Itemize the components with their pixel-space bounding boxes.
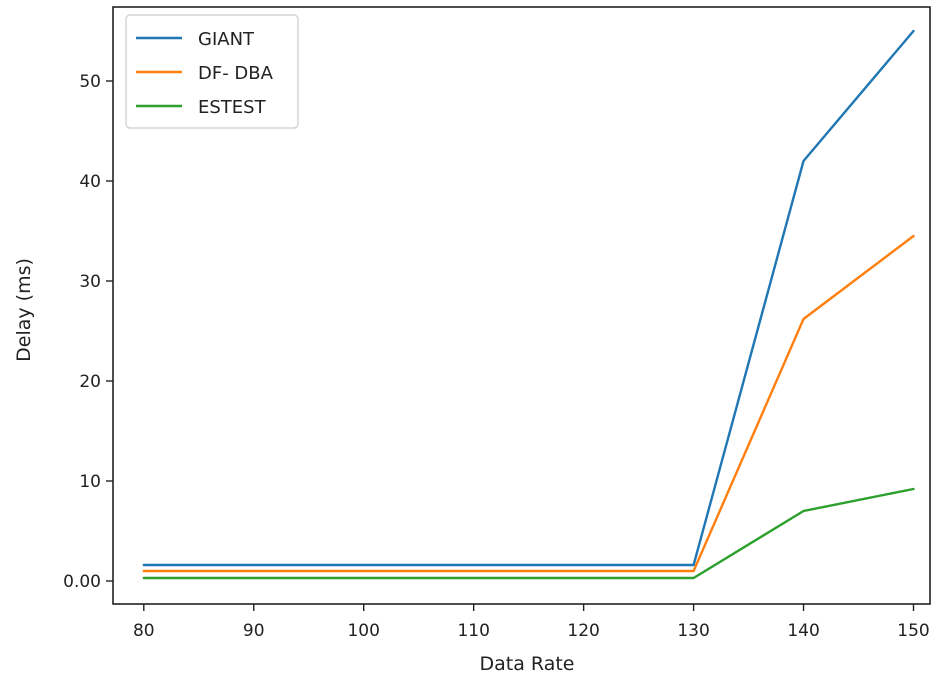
series-line-1: [142, 29, 915, 567]
x-tick-label: 130: [677, 621, 709, 641]
y-tick-label: 0.00: [63, 572, 101, 592]
y-tick-label: 20: [79, 372, 101, 392]
x-tick-label: 80: [133, 621, 155, 641]
y-axis-label: Delay (ms): [13, 258, 35, 362]
x-axis-label: Data Rate: [480, 653, 575, 674]
x-tick-label: 150: [897, 621, 929, 641]
series-line-2: [142, 234, 915, 573]
legend-entry: GIANT: [198, 29, 255, 50]
x-tick-label: 90: [243, 621, 265, 641]
x-tick-label: 120: [567, 621, 599, 641]
y-tick-label: 50: [79, 72, 101, 92]
y-tick-label: 30: [79, 272, 101, 292]
x-tick-label: 110: [457, 621, 489, 641]
legend-box: [125, 14, 299, 129]
legend-entry: ESTEST: [198, 97, 267, 118]
plot-frame: [112, 6, 931, 605]
y-tick-label: 40: [79, 172, 101, 192]
y-tick-label: 10: [79, 472, 101, 492]
series-line-3: [142, 487, 915, 580]
x-tick-label: 100: [347, 621, 379, 641]
legend-entry: DF- DBA: [198, 63, 274, 84]
x-tick-label: 140: [787, 621, 819, 641]
